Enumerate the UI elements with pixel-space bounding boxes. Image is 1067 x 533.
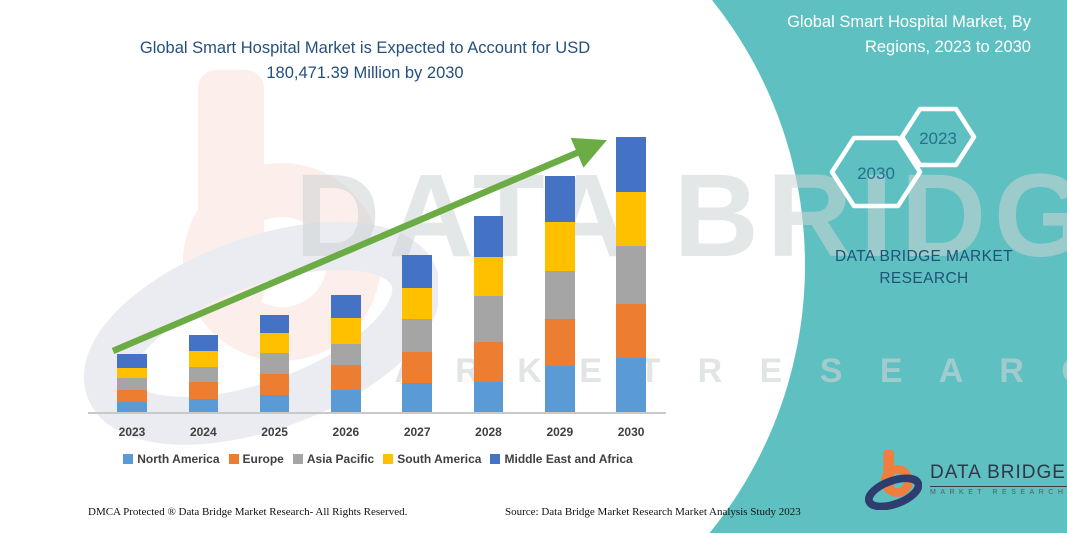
bar-segment bbox=[616, 304, 646, 358]
x-axis-label: 2024 bbox=[189, 425, 217, 439]
legend-item: Europe bbox=[228, 452, 284, 466]
bar-segment bbox=[616, 245, 646, 304]
x-axis-label: 2023 bbox=[118, 425, 146, 439]
source-note: Source: Data Bridge Market Research Mark… bbox=[505, 506, 801, 518]
bar-segment bbox=[331, 343, 361, 365]
bar-2030 bbox=[616, 137, 646, 413]
legend-swatch bbox=[490, 454, 501, 464]
legend-label: North America bbox=[137, 452, 220, 466]
bar-segment bbox=[545, 270, 575, 319]
bar-segment bbox=[473, 342, 504, 382]
legend-swatch bbox=[123, 454, 134, 464]
bar-segment bbox=[259, 353, 290, 374]
bar-segment bbox=[402, 255, 432, 288]
x-axis-label: 2027 bbox=[403, 425, 431, 439]
bar-segment bbox=[402, 383, 432, 413]
bar-segment bbox=[331, 317, 361, 344]
bar-segment bbox=[545, 222, 575, 271]
bar-segment bbox=[331, 295, 361, 318]
bar-segment bbox=[188, 382, 219, 399]
x-axis-label: 2026 bbox=[332, 425, 360, 439]
bar-segment bbox=[473, 257, 504, 296]
x-axis-label: 2025 bbox=[261, 425, 288, 439]
bar-2027 bbox=[402, 255, 432, 413]
bar-segment bbox=[331, 390, 361, 413]
x-axis-label: 2029 bbox=[546, 425, 574, 439]
bar-segment bbox=[473, 295, 504, 342]
legend-swatch bbox=[292, 454, 303, 464]
bar-segment bbox=[545, 319, 575, 366]
bar-segment bbox=[259, 395, 290, 413]
bar-segment bbox=[616, 192, 646, 246]
bar-segment bbox=[402, 287, 432, 319]
legend-item: North America bbox=[123, 452, 220, 466]
bar-segment bbox=[402, 319, 432, 352]
bar-2028 bbox=[473, 215, 504, 413]
chart-title-line2: 180,471.39 Million by 2030 bbox=[266, 64, 464, 82]
legend-item: Middle East and Africa bbox=[490, 452, 633, 466]
legend-label: Europe bbox=[242, 452, 284, 466]
chart-legend: North America Europe Asia Pacific South Ame… bbox=[88, 452, 668, 466]
bar-2026 bbox=[331, 295, 361, 413]
legend-swatch bbox=[383, 454, 394, 464]
bar-segment bbox=[259, 374, 290, 395]
dmca-notice: DMCA Protected ® Data Bridge Market Rese… bbox=[88, 506, 408, 518]
bar-segment bbox=[117, 353, 147, 368]
bar-segment bbox=[188, 335, 219, 351]
bar-segment bbox=[473, 382, 504, 413]
bar-2029 bbox=[545, 176, 575, 413]
bar-segment bbox=[188, 366, 219, 382]
x-axis-label: 2028 bbox=[475, 425, 502, 439]
bar-2025 bbox=[259, 315, 290, 413]
bar-segment bbox=[331, 365, 361, 390]
bar-segment bbox=[188, 399, 219, 413]
bar-segment bbox=[117, 390, 147, 402]
bar-2024 bbox=[188, 335, 219, 413]
bar-segment bbox=[402, 351, 432, 383]
bar-segment bbox=[188, 351, 219, 367]
bar-segment bbox=[545, 176, 575, 222]
bar-segment bbox=[616, 358, 646, 413]
legend-label: South America bbox=[397, 452, 482, 466]
x-axis-label: 2030 bbox=[617, 425, 645, 439]
legend-item: South America bbox=[383, 452, 481, 466]
legend-item: Asia Pacific bbox=[292, 452, 375, 466]
legend-swatch bbox=[228, 454, 239, 464]
chart-title-line1: Global Smart Hospital Market is Expected… bbox=[139, 39, 591, 57]
x-axis-line bbox=[88, 412, 666, 414]
bar-segment bbox=[259, 315, 290, 333]
chart-title: Global Smart Hospital Market is Expected… bbox=[90, 36, 640, 86]
bar-segment bbox=[616, 137, 646, 192]
bar-segment bbox=[545, 366, 575, 413]
bar-segment bbox=[117, 378, 147, 390]
bar-segment bbox=[117, 402, 147, 413]
legend-label: Asia Pacific bbox=[306, 452, 375, 466]
bar-segment bbox=[117, 367, 147, 378]
legend-label: Middle East and Africa bbox=[504, 452, 633, 466]
bar-segment bbox=[473, 215, 504, 257]
bar-segment bbox=[259, 333, 290, 353]
bar-2023 bbox=[117, 353, 147, 413]
